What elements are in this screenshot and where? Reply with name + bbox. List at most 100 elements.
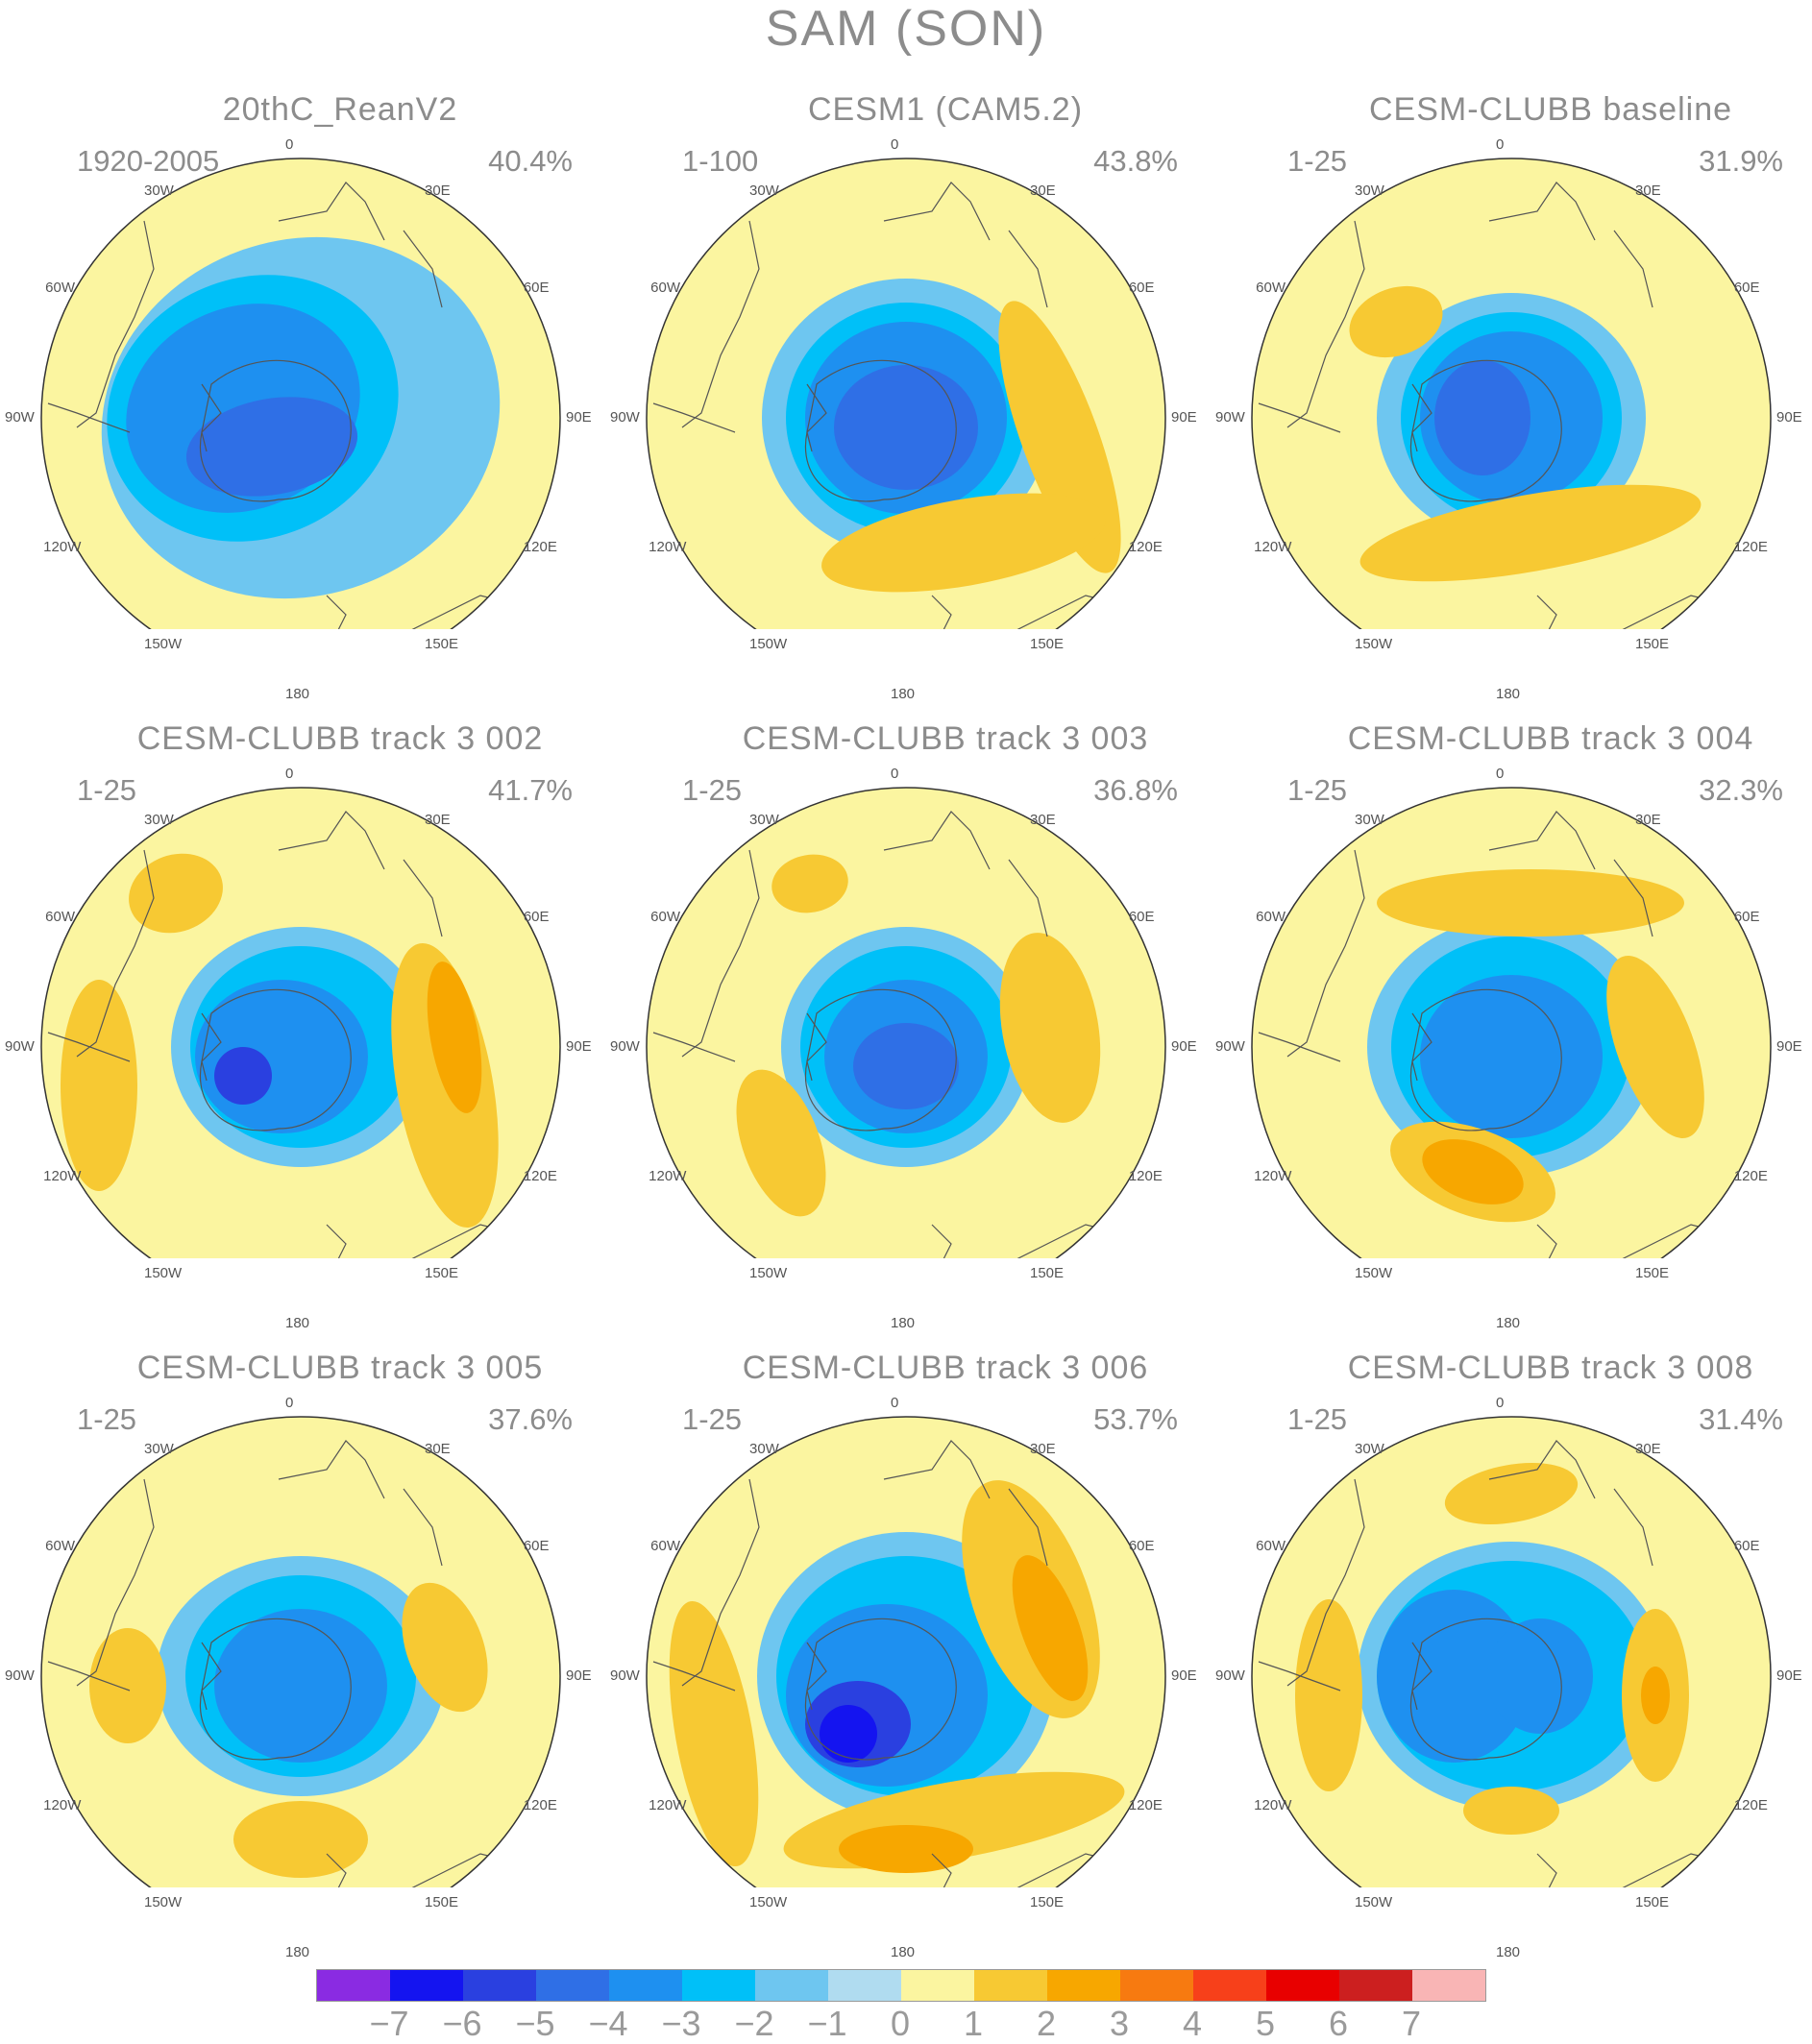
anomaly-contour: [1641, 1667, 1670, 1724]
map-boundary: [646, 1416, 1166, 1887]
map-panel: 0 30E 60E 90E 120E 150E 180 150W 120W 90W 60W 30W CE…: [5, 1258, 642, 1960]
coastline: [278, 1440, 385, 1499]
longitude-label: 90W: [5, 1038, 35, 1055]
coastline: [1411, 1012, 1432, 1082]
anomaly-contour: [129, 853, 223, 934]
longitude-label: 60W: [650, 280, 681, 296]
panel-period: 1-25: [682, 773, 743, 807]
longitude-label: 180: [1496, 1315, 1521, 1331]
panel-variance-percent: 53.7%: [1093, 1402, 1178, 1436]
panel-title: CESM-CLUBB track 3 002: [136, 720, 544, 757]
anomaly-contour: [1377, 1590, 1530, 1763]
coastline: [76, 1478, 155, 1687]
coastline: [1488, 182, 1596, 241]
longitude-label: 150E: [1635, 635, 1670, 652]
longitude-label: 60E: [523, 909, 550, 925]
colorbar-tick-label: 6: [1328, 2004, 1349, 2043]
coastline: [804, 1618, 957, 1761]
coastline: [804, 988, 957, 1132]
coastline: [201, 383, 222, 452]
longitude-label: 90W: [1215, 409, 1245, 426]
anomaly-contour: [1487, 1618, 1593, 1734]
polar-map: [1251, 787, 1772, 1258]
anomaly-contour: [1012, 1555, 1089, 1701]
panel-title: CESM-CLUBB track 3 008: [1347, 1350, 1754, 1386]
longitude-label: 90W: [5, 409, 35, 426]
longitude-label: 90E: [1776, 1667, 1802, 1684]
anomaly-contour: [1359, 484, 1702, 582]
longitude-label: 30W: [749, 812, 779, 829]
longitude-label: 180: [1496, 1944, 1521, 1960]
longitude-label: 0: [285, 136, 294, 153]
longitude-label: 180: [285, 686, 310, 702]
coastline: [199, 1618, 352, 1761]
coastline: [278, 182, 385, 241]
colorbar-swatch: [1412, 1970, 1485, 2001]
panel-variance-percent: 31.4%: [1699, 1402, 1783, 1436]
coastline: [1286, 849, 1365, 1058]
longitude-label: 30W: [749, 1441, 779, 1458]
longitude-label: 120W: [43, 539, 82, 555]
colorbar-swatch: [1120, 1970, 1193, 2001]
colorbar-tick-label: 0: [890, 2004, 911, 2043]
longitude-label: 60E: [1733, 1538, 1760, 1554]
map-panel: 0 30E 60E 90E 120E 150E 180 150W 120W 90W 60W 30W CE…: [1215, 0, 1812, 702]
map-boundary: [1251, 787, 1772, 1258]
longitude-label: 150W: [749, 1264, 788, 1281]
polar-map: [646, 787, 1166, 1258]
longitude-label: 30E: [1030, 1441, 1056, 1458]
longitude-label: 120E: [523, 1797, 557, 1813]
coastline: [806, 1012, 827, 1082]
longitude-label: 150W: [1355, 1264, 1393, 1281]
coastline: [1258, 1032, 1341, 1062]
longitude-label: 60E: [1128, 909, 1155, 925]
longitude-label: 150W: [749, 1893, 788, 1910]
coastline: [806, 1642, 827, 1711]
coastline: [1286, 220, 1365, 428]
colorbar-swatch: [390, 1970, 463, 2001]
polar-map: [1251, 1416, 1772, 1887]
coastline: [1008, 859, 1048, 937]
longitude-label: 150E: [1635, 1264, 1670, 1281]
colorbar-swatch: [463, 1970, 536, 2001]
coastline: [1286, 1478, 1365, 1687]
panel-period: 1-25: [77, 1402, 137, 1436]
longitude-label: 120W: [43, 1797, 82, 1813]
map-panel: 0 30E 60E 90E 120E 150E 180 150W 120W 90W 60W 30W CE…: [610, 1258, 1247, 1960]
coastline: [652, 1032, 736, 1062]
coastline: [1613, 230, 1653, 308]
longitude-label: 120E: [1128, 1797, 1163, 1813]
panel-title: CESM1 (CAM5.2): [807, 91, 1084, 128]
longitude-label: 90E: [1171, 1038, 1197, 1055]
coastline: [403, 230, 443, 308]
polar-map: [40, 787, 561, 1258]
colorbar-tick-label: −4: [588, 2004, 628, 2043]
coastline: [76, 849, 155, 1058]
coastline: [1409, 988, 1562, 1132]
coastline: [1613, 859, 1653, 937]
anomaly-contour: [61, 980, 137, 1191]
anomaly-contour: [195, 980, 368, 1133]
colorbar-swatch: [828, 1970, 901, 2001]
longitude-label: 150E: [425, 635, 459, 652]
colorbar-swatch: [1047, 1970, 1120, 2001]
colorbar-swatch: [609, 1970, 682, 2001]
panel-period: 1-25: [77, 773, 137, 807]
panel-title: CESM-CLUBB track 3 005: [136, 1350, 544, 1386]
longitude-label: 120W: [1254, 539, 1292, 555]
longitude-label: 60W: [45, 1538, 76, 1554]
anomaly-contour: [1463, 1787, 1559, 1835]
map-boundary: [646, 787, 1166, 1258]
panel-title: CESM-CLUBB baseline: [1368, 91, 1733, 128]
longitude-label: 150W: [144, 1893, 183, 1910]
coastline: [883, 182, 991, 241]
anomaly-contour: [999, 933, 1101, 1123]
longitude-label: 120E: [523, 1168, 557, 1184]
anomaly-contour: [821, 493, 1106, 593]
longitude-label: 30W: [1355, 182, 1384, 200]
coastline: [883, 811, 991, 870]
coastline: [1409, 1618, 1562, 1761]
longitude-label: 30W: [144, 182, 174, 200]
anomaly-contour: [1444, 1463, 1579, 1524]
longitude-label: 90E: [566, 409, 592, 426]
